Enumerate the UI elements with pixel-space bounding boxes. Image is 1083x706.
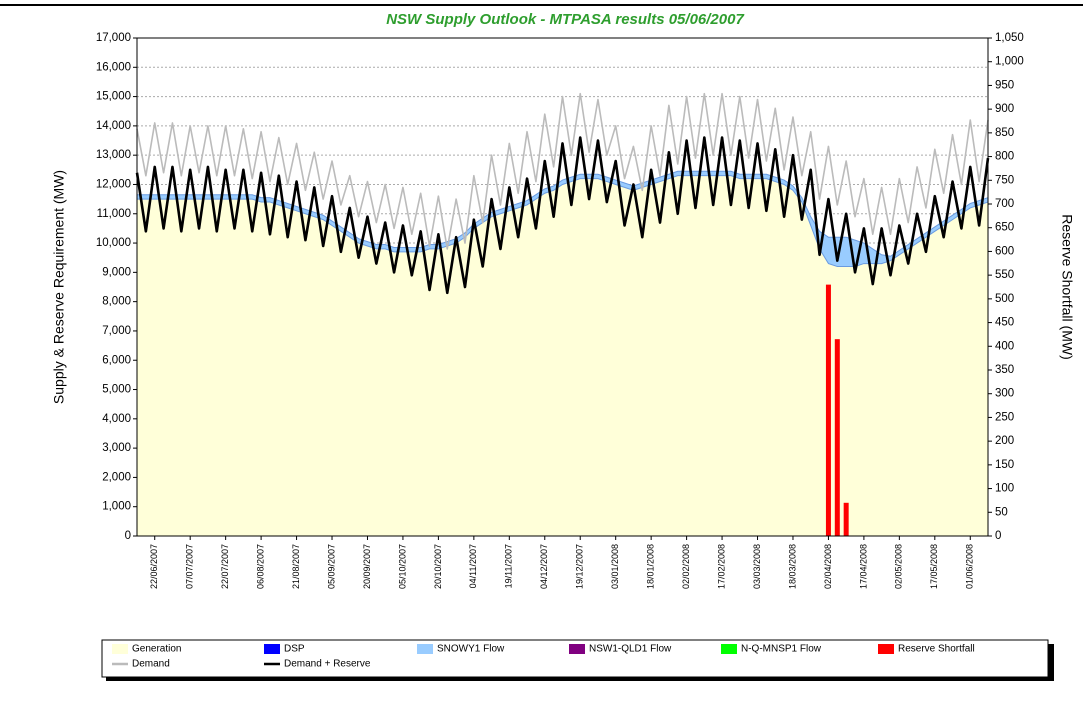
- x-tick-label: 03/01/2008: [610, 544, 620, 589]
- bar: [843, 502, 849, 536]
- y2-tick-label: 950: [995, 79, 1014, 91]
- y-tick-label: 7,000: [102, 325, 131, 337]
- y2-tick-label: 50: [995, 506, 1008, 518]
- legend-label: SNOWY1 Flow: [437, 644, 505, 655]
- y2-tick-label: 800: [995, 151, 1014, 163]
- chart-title: NSW Supply Outlook - MTPASA results 05/0…: [386, 11, 744, 28]
- y2-tick-label: 850: [995, 127, 1014, 139]
- x-tick-label: 18/01/2008: [646, 544, 656, 589]
- y-tick-label: 4,000: [102, 413, 131, 425]
- y-tick-label: 9,000: [102, 266, 131, 278]
- y-tick-label: 12,000: [96, 179, 131, 191]
- legend-label: Demand + Reserve: [284, 659, 371, 670]
- legend-swatch: [878, 644, 894, 654]
- legend-label: N-Q-MNSP1 Flow: [741, 644, 822, 655]
- y-tick-label: 15,000: [96, 91, 131, 103]
- bar: [825, 284, 831, 536]
- y-tick-label: 8,000: [102, 296, 131, 308]
- y-tick-label: 17,000: [96, 32, 131, 44]
- y-tick-label: 5,000: [102, 384, 131, 396]
- x-tick-label: 17/02/2008: [716, 544, 726, 589]
- x-tick-label: 05/09/2007: [326, 544, 336, 589]
- bar: [834, 339, 840, 536]
- y-tick-label: 13,000: [96, 149, 131, 161]
- legend-swatch: [112, 644, 128, 654]
- line: [135, 136, 990, 295]
- legend-label: Reserve Shortfall: [898, 644, 975, 655]
- y2-tick-label: 200: [995, 435, 1014, 447]
- y-tick-label: 6,000: [102, 354, 131, 366]
- x-tick-label: 04/11/2007: [468, 544, 478, 588]
- x-tick-label: 02/04/2008: [823, 544, 833, 589]
- y2-tick-label: 600: [995, 245, 1014, 257]
- legend-swatch: [721, 644, 737, 654]
- area: [137, 175, 988, 536]
- legend-label: Generation: [132, 644, 181, 655]
- legend-label: NSW1-QLD1 Flow: [589, 644, 672, 655]
- legend-swatch: [264, 644, 280, 654]
- x-tick-label: 02/02/2008: [681, 544, 691, 589]
- y2-tick-label: 1,000: [995, 56, 1024, 68]
- legend-label: DSP: [284, 644, 305, 655]
- x-tick-label: 07/07/2007: [185, 544, 195, 589]
- y-tick-label: 1,000: [102, 501, 131, 513]
- y2-tick-label: 900: [995, 103, 1014, 115]
- x-tick-label: 19/12/2007: [575, 544, 585, 589]
- legend-swatch: [417, 644, 433, 654]
- y-tick-label: 3,000: [102, 442, 131, 454]
- x-tick-label: 06/08/2007: [255, 544, 265, 589]
- y2-tick-label: 450: [995, 317, 1014, 329]
- y2-tick-label: 700: [995, 198, 1014, 210]
- y2-tick-label: 550: [995, 269, 1014, 281]
- x-tick-label: 17/05/2008: [929, 544, 939, 589]
- y2-tick-label: 400: [995, 340, 1014, 352]
- y-tick-label: 16,000: [96, 61, 131, 73]
- x-tick-label: 05/10/2007: [397, 544, 407, 589]
- y2-tick-label: 250: [995, 411, 1014, 423]
- x-tick-label: 21/08/2007: [291, 544, 301, 589]
- y-tick-label: 10,000: [96, 237, 131, 249]
- y2-tick-label: 650: [995, 222, 1014, 234]
- x-tick-label: 22/06/2007: [149, 544, 159, 589]
- y-axis-label: Supply & Reserve Requirement (MW): [51, 170, 67, 404]
- legend-swatch: [569, 644, 585, 654]
- x-tick-label: 02/05/2008: [894, 544, 904, 589]
- x-tick-label: 18/03/2008: [787, 544, 797, 589]
- y2-axis-label: Reserve Shortfall (MW): [1059, 214, 1075, 359]
- x-tick-label: 17/04/2008: [858, 544, 868, 589]
- y2-tick-label: 150: [995, 459, 1014, 471]
- y2-tick-label: 500: [995, 293, 1014, 305]
- y2-tick-label: 750: [995, 174, 1014, 186]
- y2-tick-label: 1,050: [995, 32, 1024, 44]
- line: [136, 92, 989, 250]
- y-tick-label: 0: [125, 530, 131, 542]
- y2-tick-label: 0: [995, 530, 1001, 542]
- x-tick-label: 22/07/2007: [220, 544, 230, 589]
- plot-border: [136, 37, 989, 537]
- y-tick-label: 2,000: [102, 471, 131, 483]
- y2-tick-label: 300: [995, 388, 1014, 400]
- x-tick-label: 03/03/2008: [752, 544, 762, 589]
- x-tick-label: 01/06/2008: [965, 544, 975, 589]
- y-tick-label: 14,000: [96, 120, 131, 132]
- x-tick-label: 19/11/2007: [504, 544, 514, 588]
- x-tick-label: 04/12/2007: [539, 544, 549, 589]
- y2-tick-label: 100: [995, 483, 1014, 495]
- x-tick-label: 20/10/2007: [433, 544, 443, 589]
- legend-label: Demand: [132, 659, 170, 670]
- y2-tick-label: 350: [995, 364, 1014, 376]
- y-tick-label: 11,000: [97, 208, 131, 220]
- x-tick-label: 20/09/2007: [362, 544, 372, 589]
